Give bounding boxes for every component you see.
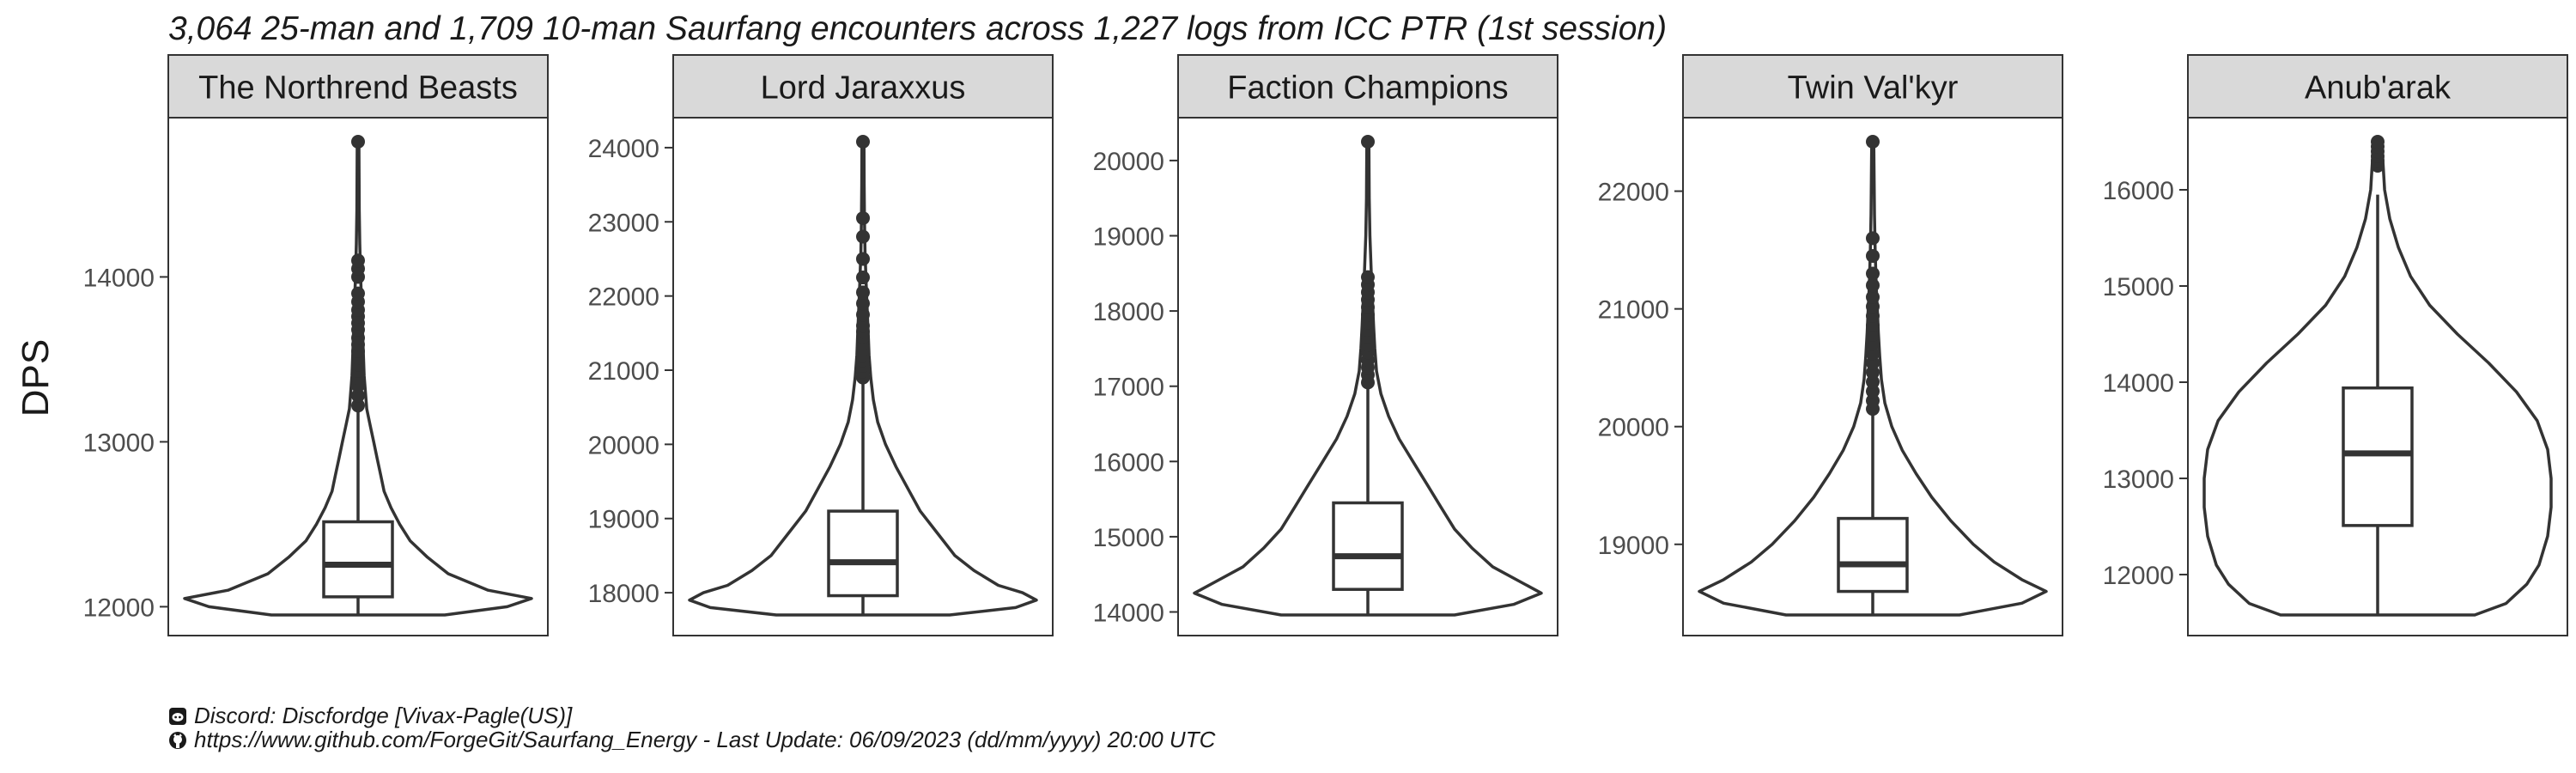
panel-border [672, 117, 1054, 636]
y-tick-label: 17000 [1093, 374, 1164, 402]
outlier-point [1866, 318, 1880, 332]
y-tick-label: 22000 [588, 283, 659, 312]
y-tick-label: 24000 [588, 135, 659, 163]
y-tick-label: 12000 [2103, 562, 2174, 590]
y-tick-label: 15000 [2103, 273, 2174, 301]
outlier-point [1866, 248, 1880, 263]
iqr-box [2342, 386, 2414, 527]
outlier-point [1866, 384, 1880, 399]
facet-strip [1682, 54, 2063, 119]
y-tick-label: 14000 [83, 264, 155, 292]
outlier-point [856, 307, 870, 322]
outlier-point [1866, 266, 1880, 281]
y-tick-label: 21000 [588, 357, 659, 386]
y-tick-label: 20000 [1093, 148, 1164, 176]
y-tick-label: 22000 [1598, 179, 1669, 207]
outlier-point [351, 286, 365, 301]
y-tick-label: 18000 [1093, 298, 1164, 326]
y-tick-label: 19000 [1598, 532, 1669, 560]
panel-border [1682, 117, 2063, 636]
outlier-point [1866, 278, 1880, 293]
iqr-box [322, 520, 394, 599]
y-tick-label: 20000 [588, 431, 659, 460]
outlier-point [1866, 393, 1880, 408]
outlier-point [856, 285, 870, 300]
outlier-point [856, 319, 870, 333]
outlier-point [1866, 374, 1880, 389]
facet-strip [167, 54, 549, 119]
outlier-point [856, 252, 870, 266]
outlier-point [1361, 135, 1375, 149]
y-tick-label: 13000 [83, 429, 155, 457]
y-tick-label: 14000 [1093, 599, 1164, 627]
discord-text: Discord: Discfordge [Vivax-Pagle(US)] [194, 703, 573, 728]
y-tick-label: 19000 [1093, 222, 1164, 251]
outlier-point [1866, 135, 1880, 149]
facet-strip [1177, 54, 1558, 119]
outlier-point [856, 229, 870, 244]
outlier-point [2371, 135, 2385, 149]
y-tick-label: 18000 [588, 580, 659, 608]
outlier-point [1866, 365, 1880, 380]
outlier-point [1866, 308, 1880, 323]
y-tick-label: 23000 [588, 209, 659, 237]
outlier-point [1866, 299, 1880, 313]
y-tick-label: 16000 [2103, 177, 2174, 205]
outlier-point [856, 135, 870, 149]
outlier-point [856, 210, 870, 225]
facet-label: Twin Val'kyr [1788, 70, 1959, 107]
facet-label: The Northrend Beasts [198, 70, 518, 107]
iqr-box [1837, 516, 1909, 593]
panel-border [167, 117, 549, 636]
y-tick-label: 14000 [2103, 369, 2174, 398]
y-tick-label: 20000 [1598, 414, 1669, 442]
facet-label: Faction Champions [1227, 70, 1508, 107]
chart-title: 3,064 25-man and 1,709 10-man Saurfang e… [168, 10, 1668, 47]
facet-label: Anub'arak [2305, 70, 2451, 107]
outlier-point [1866, 337, 1880, 351]
y-tick-label: 21000 [1598, 296, 1669, 325]
panel-border [2187, 117, 2568, 636]
discord-icon [169, 708, 186, 725]
outlier-point [1361, 270, 1375, 284]
caption-github: https://www.github.com/ForgeGit/Saurfang… [168, 727, 1215, 753]
outlier-point [351, 135, 365, 149]
facet-label: Lord Jaraxxus [761, 70, 966, 107]
y-tick-label: 15000 [1093, 524, 1164, 552]
outlier-point [1866, 346, 1880, 361]
github-icon [169, 732, 186, 749]
facet-strip [672, 54, 1054, 119]
panel-border [1177, 117, 1558, 636]
outlier-point [856, 271, 870, 285]
y-tick-label: 12000 [83, 593, 155, 622]
outlier-point [1866, 231, 1880, 246]
outlier-point [351, 253, 365, 268]
outlier-point [1866, 289, 1880, 304]
outlier-point [1866, 327, 1880, 342]
outlier-point [1866, 356, 1880, 370]
y-tick-label: 19000 [588, 506, 659, 534]
y-tick-label: 13000 [2103, 466, 2174, 494]
outlier-point [351, 399, 365, 413]
iqr-box [827, 509, 899, 598]
github-text: https://www.github.com/ForgeGit/Saurfang… [194, 727, 1216, 752]
caption-discord: Discord: Discfordge [Vivax-Pagle(US)] [168, 703, 572, 729]
outlier-point [351, 388, 365, 403]
iqr-box [1332, 501, 1404, 591]
outlier-point [856, 296, 870, 311]
y-tick-label: 16000 [1093, 448, 1164, 477]
